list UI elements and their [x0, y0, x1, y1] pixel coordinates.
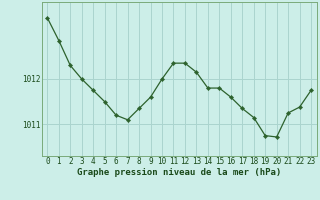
X-axis label: Graphe pression niveau de la mer (hPa): Graphe pression niveau de la mer (hPa): [77, 168, 281, 177]
